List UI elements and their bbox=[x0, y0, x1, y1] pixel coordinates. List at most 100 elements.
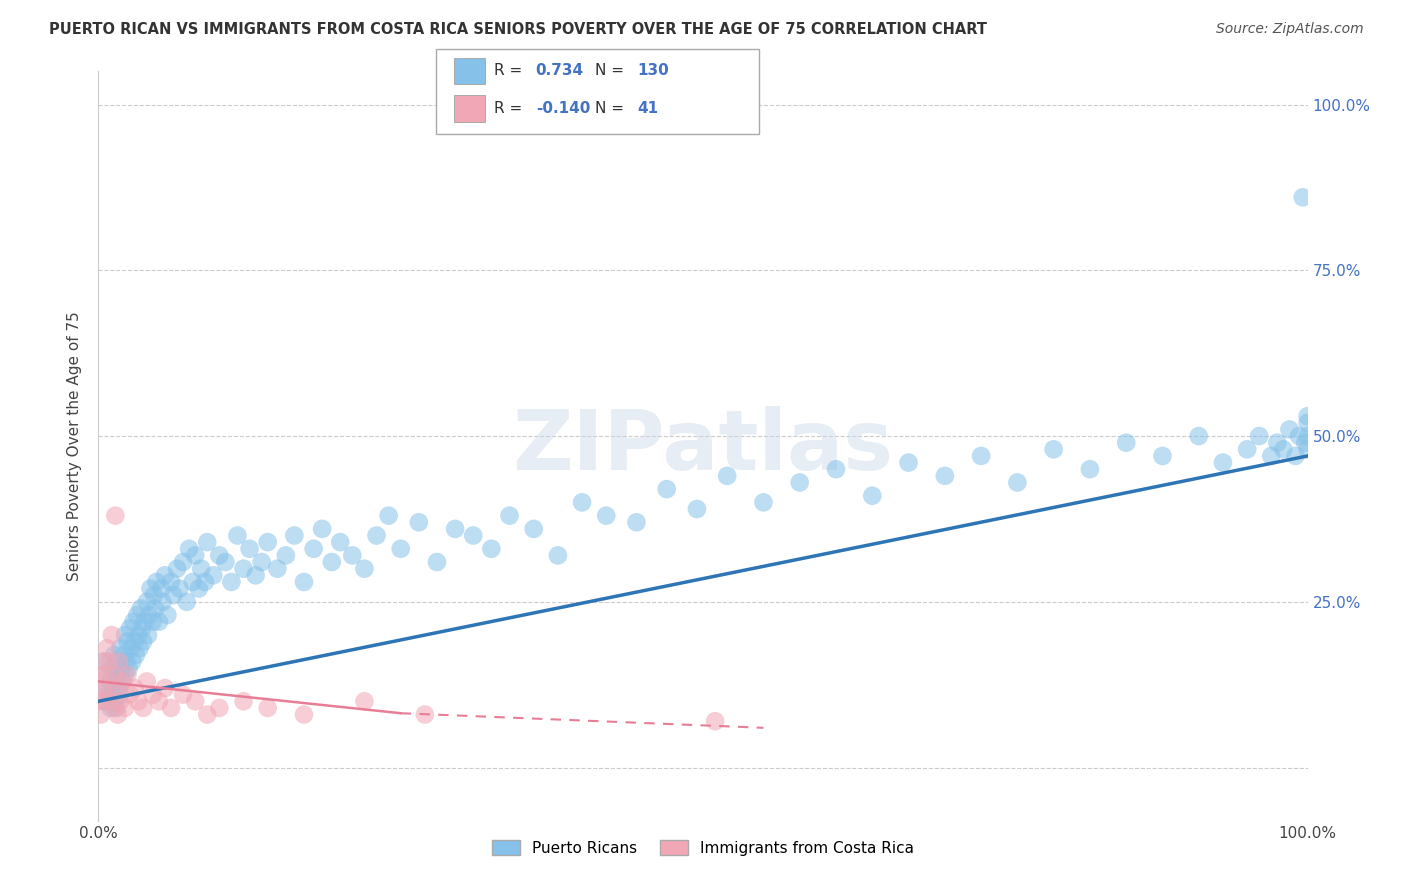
Point bbox=[716, 468, 738, 483]
Point bbox=[208, 549, 231, 563]
Text: PUERTO RICAN VS IMMIGRANTS FROM COSTA RICA SENIORS POVERTY OVER THE AGE OF 75 CO: PUERTO RICAN VS IMMIGRANTS FROM COSTA RI… bbox=[49, 22, 987, 37]
Point bbox=[1296, 416, 1319, 430]
Point bbox=[221, 574, 243, 589]
Point bbox=[118, 661, 141, 675]
Point bbox=[104, 508, 127, 523]
Point bbox=[121, 655, 143, 669]
Point bbox=[127, 694, 149, 708]
Point bbox=[103, 701, 125, 715]
Point bbox=[134, 615, 156, 629]
Legend: Puerto Ricans, Immigrants from Costa Rica: Puerto Ricans, Immigrants from Costa Ric… bbox=[486, 833, 920, 862]
Point bbox=[1236, 442, 1258, 457]
Point bbox=[190, 562, 212, 576]
Point bbox=[366, 528, 388, 542]
Point bbox=[1296, 429, 1319, 443]
Point bbox=[292, 574, 315, 589]
Point bbox=[208, 701, 231, 715]
Point bbox=[547, 549, 569, 563]
Point bbox=[245, 568, 267, 582]
Point bbox=[97, 681, 120, 695]
Point bbox=[1288, 429, 1310, 443]
Point bbox=[172, 555, 194, 569]
Point bbox=[97, 667, 120, 681]
Point bbox=[1296, 409, 1319, 424]
Point bbox=[571, 495, 593, 509]
Text: Source: ZipAtlas.com: Source: ZipAtlas.com bbox=[1216, 22, 1364, 37]
Point bbox=[135, 674, 157, 689]
Point bbox=[93, 655, 115, 669]
Point bbox=[101, 661, 124, 675]
Point bbox=[179, 541, 201, 556]
Text: 130: 130 bbox=[637, 63, 669, 78]
Point bbox=[105, 701, 128, 715]
Point bbox=[1007, 475, 1029, 490]
Point bbox=[970, 449, 993, 463]
Point bbox=[104, 674, 127, 689]
Point bbox=[91, 655, 114, 669]
Point bbox=[89, 667, 111, 681]
Point bbox=[498, 508, 520, 523]
Point bbox=[353, 694, 375, 708]
Point bbox=[1115, 435, 1137, 450]
Point bbox=[329, 535, 352, 549]
Point bbox=[118, 688, 141, 702]
Point bbox=[111, 674, 134, 689]
Point bbox=[105, 681, 128, 695]
Point bbox=[704, 714, 727, 728]
Point bbox=[105, 655, 128, 669]
Point bbox=[1267, 435, 1289, 450]
Point bbox=[184, 694, 207, 708]
Point bbox=[256, 701, 278, 715]
Point bbox=[194, 574, 217, 589]
Point bbox=[108, 655, 131, 669]
Point bbox=[283, 528, 305, 542]
Point bbox=[202, 568, 225, 582]
Point bbox=[115, 655, 138, 669]
Point bbox=[160, 574, 183, 589]
Point bbox=[1294, 435, 1316, 450]
Point bbox=[136, 628, 159, 642]
Point bbox=[108, 694, 131, 708]
Point bbox=[112, 648, 135, 662]
Point bbox=[91, 681, 114, 695]
Point bbox=[120, 641, 142, 656]
Point bbox=[118, 621, 141, 635]
Point bbox=[110, 661, 132, 675]
Point bbox=[274, 549, 297, 563]
Point bbox=[232, 562, 254, 576]
Point bbox=[148, 615, 170, 629]
Point bbox=[342, 549, 364, 563]
Point bbox=[266, 562, 288, 576]
Point bbox=[103, 694, 125, 708]
Point bbox=[463, 528, 485, 542]
Point bbox=[90, 707, 112, 722]
Point bbox=[1212, 456, 1234, 470]
Text: R =: R = bbox=[494, 63, 527, 78]
Point bbox=[408, 515, 430, 529]
Y-axis label: Seniors Poverty Over the Age of 75: Seniors Poverty Over the Age of 75 bbox=[67, 311, 83, 581]
Point bbox=[124, 634, 146, 648]
Point bbox=[626, 515, 648, 529]
Point bbox=[132, 634, 155, 648]
Point bbox=[87, 694, 110, 708]
Point bbox=[127, 628, 149, 642]
Point bbox=[389, 541, 412, 556]
Point bbox=[595, 508, 617, 523]
Point bbox=[108, 641, 131, 656]
Point bbox=[187, 582, 209, 596]
Point bbox=[142, 615, 165, 629]
Point bbox=[169, 582, 191, 596]
Point bbox=[302, 541, 325, 556]
Point bbox=[184, 549, 207, 563]
Point bbox=[752, 495, 775, 509]
Point bbox=[292, 707, 315, 722]
Point bbox=[256, 535, 278, 549]
Point bbox=[153, 568, 176, 582]
Text: -0.140: -0.140 bbox=[536, 102, 591, 116]
Point bbox=[128, 641, 150, 656]
Point bbox=[195, 707, 218, 722]
Point bbox=[160, 701, 183, 715]
Point bbox=[226, 528, 249, 542]
Point bbox=[96, 641, 118, 656]
Point bbox=[152, 595, 174, 609]
